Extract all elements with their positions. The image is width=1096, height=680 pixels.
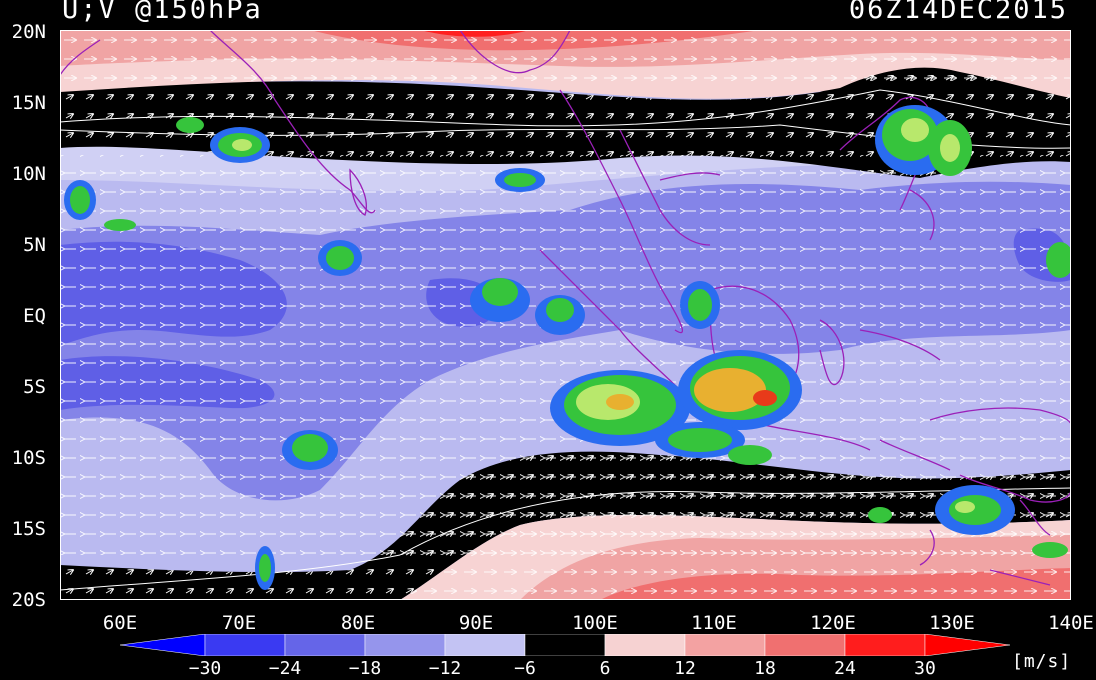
colorbar-label: −30 bbox=[188, 658, 222, 679]
colorbar-segment bbox=[764, 634, 846, 656]
colorbar-label: −12 bbox=[428, 658, 462, 679]
lon-tick-label: 80E bbox=[340, 612, 376, 634]
lat-tick-label: 5N bbox=[23, 234, 46, 256]
lat-tick-label: EQ bbox=[23, 305, 46, 327]
colorbar-label: 6 bbox=[599, 658, 611, 679]
colorbar-segment bbox=[604, 634, 686, 656]
colorbar-segment bbox=[684, 634, 766, 656]
convection-overlay bbox=[64, 105, 1071, 590]
colorbar-segment bbox=[524, 634, 606, 656]
colorbar-label: 12 bbox=[674, 658, 696, 679]
colorbar-label: −6 bbox=[514, 658, 536, 679]
contour-line bbox=[60, 89, 1071, 127]
colorbar-segment bbox=[204, 634, 286, 656]
colorbar-segment bbox=[844, 634, 926, 656]
wind-vectors-calm-south bbox=[60, 451, 1071, 600]
lat-tick-label: 20N bbox=[11, 21, 46, 43]
lat-tick-label: 5S bbox=[23, 376, 46, 398]
contour-line bbox=[60, 487, 1071, 591]
lon-tick-label: 70E bbox=[221, 612, 257, 634]
colorbar-arrow-left bbox=[120, 634, 206, 656]
colorbar-segment bbox=[444, 634, 526, 656]
colorbar-segment bbox=[284, 634, 366, 656]
colorbar-arrow-right bbox=[924, 634, 1010, 656]
map-frame bbox=[60, 30, 1071, 600]
lat-tick-label: 10S bbox=[11, 447, 46, 469]
wind-map bbox=[60, 30, 1071, 600]
wind-vectors-westerly-south bbox=[400, 515, 1071, 600]
lat-tick-label: 15N bbox=[11, 92, 46, 114]
colorbar-label: 30 bbox=[914, 658, 936, 679]
lon-tick-label: 60E bbox=[102, 612, 138, 634]
lon-tick-label: 140E bbox=[1048, 612, 1094, 634]
colorbar-label: −18 bbox=[348, 658, 382, 679]
lat-tick-label: 10N bbox=[11, 163, 46, 185]
lat-tick-label: 20S bbox=[11, 589, 46, 611]
map-title: U;V @150hPa bbox=[62, 0, 263, 25]
wind-vectors-calm-north bbox=[60, 66, 1071, 178]
valid-time: 06Z14DEC2015 bbox=[848, 0, 1068, 25]
colorbar-label: 24 bbox=[834, 658, 856, 679]
colorbar-units: [m/s] bbox=[1012, 651, 1072, 672]
lon-tick-label: 100E bbox=[572, 612, 618, 634]
lon-tick-label: 90E bbox=[458, 612, 494, 634]
colorbar-label: −24 bbox=[268, 658, 302, 679]
colorbar-segment bbox=[364, 634, 446, 656]
lon-tick-label: 130E bbox=[929, 612, 975, 634]
colorbar-label: 18 bbox=[754, 658, 776, 679]
lat-tick-label: 15S bbox=[11, 518, 46, 540]
lon-tick-label: 110E bbox=[691, 612, 737, 634]
lon-tick-label: 120E bbox=[810, 612, 856, 634]
colorbar bbox=[120, 634, 1010, 656]
